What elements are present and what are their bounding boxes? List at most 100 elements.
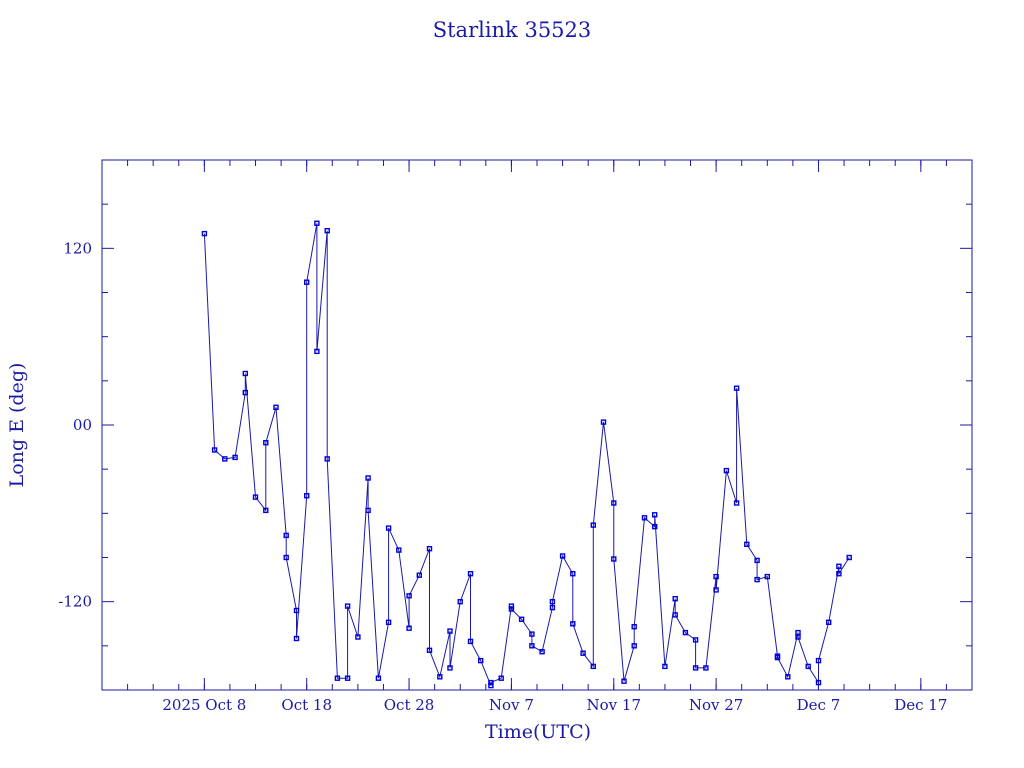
series-line [203,223,850,686]
data-point [733,385,740,391]
data-point [570,571,576,577]
data-point [754,576,760,583]
plot-area [201,220,852,689]
data-point [672,596,678,602]
x-tick-label: Dec 7 [797,696,841,714]
data-point [713,587,719,593]
data-point [529,631,535,637]
data-point [273,404,279,410]
data-point [467,571,474,577]
data-point [846,554,852,561]
data-point [754,557,760,564]
data-point [293,635,300,642]
data-point [611,556,617,562]
data-point [611,500,617,506]
data-point [508,606,515,612]
data-point [242,389,249,396]
data-point [314,220,320,227]
data-point [416,572,422,578]
data-point [211,447,218,453]
data-point [252,494,259,500]
data-point [549,604,556,611]
plot-frame [101,159,973,691]
data-point [498,675,504,681]
data-point [437,674,443,680]
data-point [836,571,842,577]
data-point [488,679,494,686]
data-point [733,500,740,506]
data-point [344,603,351,609]
data-point [242,370,249,377]
data-point [201,230,208,237]
data-point [304,279,310,285]
x-tick-label: Nov 17 [587,696,642,714]
data-point [365,507,371,514]
data-point [375,675,382,681]
data-point [600,419,607,425]
data-point [713,573,719,580]
x-tick-label: Dec 17 [894,696,947,714]
data-point [621,678,627,684]
data-point [652,523,658,530]
data-point [447,665,453,671]
x-tick-label: Oct 18 [281,696,332,714]
data-point [652,512,658,518]
axis-ticks [101,160,973,690]
data-point [826,619,832,625]
data-point [672,612,678,618]
data-point [406,593,412,599]
data-point [774,654,781,661]
data-point [631,624,637,630]
data-point [785,674,791,680]
y-tick-labels: -120 00 120 [58,239,92,610]
data-point [467,638,474,645]
data-point [365,475,371,481]
data-point [355,634,361,640]
y-tick-label: 120 [63,239,92,257]
x-tick-label: 2025 Oct 8 [162,696,246,714]
x-axis-label: Time(UTC) [485,721,591,743]
data-point [324,456,330,462]
data-point [426,546,433,552]
x-tick-label: Nov 7 [489,696,534,714]
data-point [703,665,709,671]
data-point [529,643,535,649]
data-point [518,616,525,622]
data-point [293,607,300,614]
data-point [692,665,699,671]
data-point [764,573,770,580]
data-point [232,454,238,461]
data-point [385,619,392,625]
data-point [631,643,637,649]
chart-title: Starlink 35523 [433,18,592,42]
x-tick-label: Oct 28 [384,696,435,714]
data-point [570,621,576,627]
data-point [426,647,433,653]
data-point [324,227,330,234]
data-point [662,663,668,670]
data-point [692,637,699,643]
data-point [641,515,648,521]
data-point [590,522,596,528]
data-point [385,525,392,531]
data-point [334,675,341,681]
data-point [283,554,289,561]
data-point [795,634,801,640]
data-point [815,679,822,686]
y-tick-label: -120 [58,593,92,611]
y-tick-label: 00 [73,416,92,434]
data-point [447,628,453,634]
data-point [815,657,822,664]
data-point [539,649,545,655]
data-point [314,348,320,355]
data-point [457,599,463,605]
data-point [559,553,566,559]
data-point [396,547,402,553]
data-point [836,563,842,569]
data-point [805,663,811,670]
data-point [283,532,289,539]
x-tick-labels: 2025 Oct 8 Oct 18 Oct 28 Nov 7 Nov 17 Nov 27 D… [162,696,947,714]
data-point [222,456,228,462]
data-point [549,599,556,605]
